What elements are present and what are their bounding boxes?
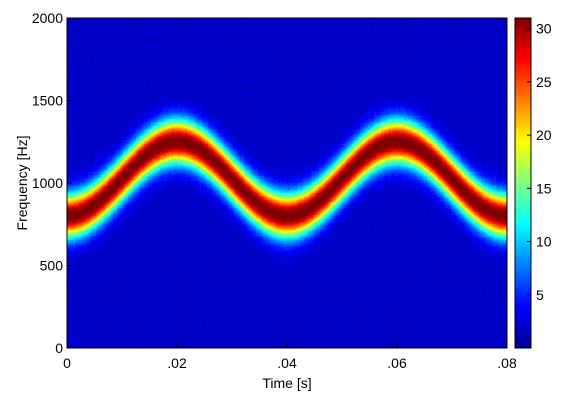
- colorbar-tick-label: 5: [536, 287, 544, 303]
- y-tick-label: 1000: [32, 175, 63, 191]
- colorbar-gradient: [514, 17, 532, 349]
- colorbar-tick-label: 10: [536, 234, 552, 250]
- plot-area: [66, 17, 508, 349]
- x-tick-label: 0: [63, 355, 71, 371]
- x-tick-label: .04: [277, 355, 297, 371]
- colorbar-tick-label: 15: [536, 180, 552, 196]
- colorbar-ticks: 5 10 15 20 25 30: [527, 21, 552, 303]
- y-axis-label: Frequency [Hz]: [14, 136, 30, 231]
- heatmap-image: [67, 18, 507, 348]
- x-axis: 0 .02 .04 .06 .08: [63, 343, 517, 371]
- x-tick-label: .06: [387, 355, 407, 371]
- y-tick-label: 1500: [32, 93, 63, 109]
- y-tick-label: 2000: [32, 10, 63, 26]
- colorbar: 5 10 15 20 25 30: [514, 17, 552, 349]
- colorbar-tick-label: 25: [536, 74, 552, 90]
- y-tick-label: 0: [55, 340, 63, 356]
- colorbar-tick-label: 20: [536, 127, 552, 143]
- colorbar-tick-label: 30: [536, 21, 552, 37]
- x-tick-label: .02: [167, 355, 187, 371]
- y-axis: 0 500 1000 1500 2000: [32, 10, 72, 356]
- x-axis-label: Time [s]: [262, 375, 311, 391]
- y-tick-label: 500: [40, 258, 64, 274]
- x-tick-label: .08: [497, 355, 517, 371]
